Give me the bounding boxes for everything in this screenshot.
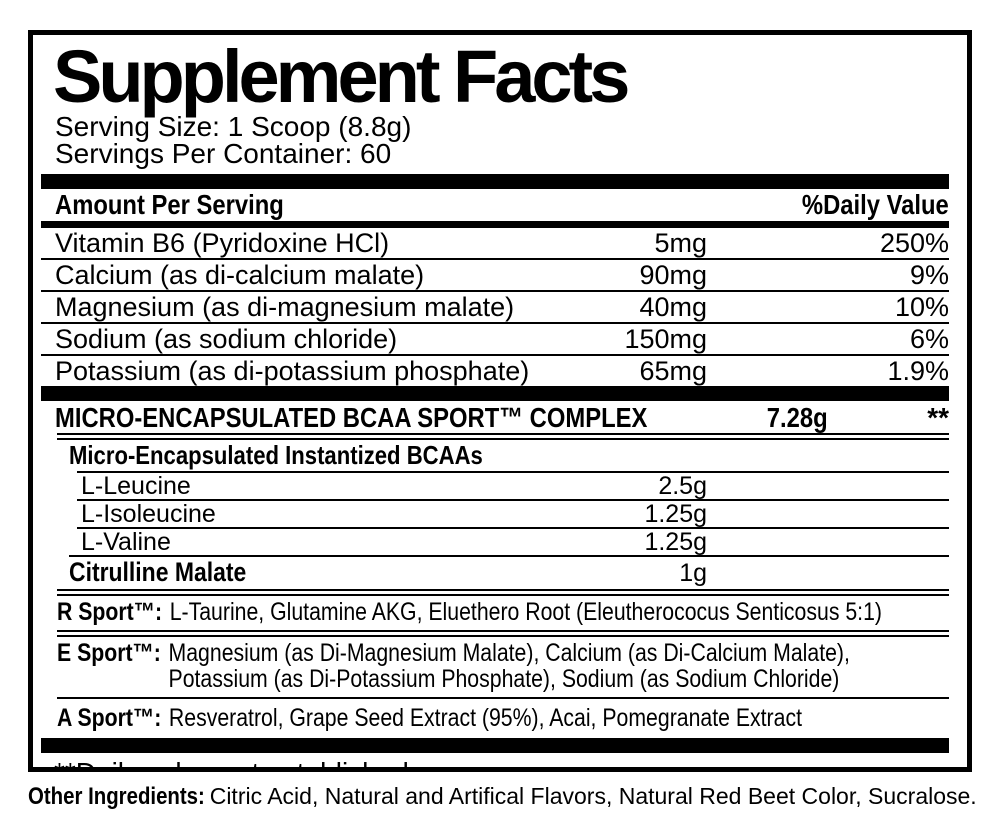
divider-double: [57, 630, 949, 637]
blend-ingredients: L-Taurine, Glutamine AKG, Eluethero Root…: [169, 598, 882, 626]
divider-thick-top: [41, 174, 949, 189]
nutrient-name: Calcium (as di-calcium malate): [55, 260, 425, 290]
other-ingredients-text: Citric Acid, Natural and Artifical Flavo…: [209, 783, 977, 809]
blend-row-e-sport: E Sport™: Magnesium (as Di-Magnesium Mal…: [41, 637, 949, 697]
bcaa-subgroup-header: Micro-Encapsulated Instantized BCAAs: [69, 440, 483, 470]
nutrient-daily-value: 10%: [894, 292, 949, 322]
nutrient-amount: 65mg: [639, 356, 707, 386]
blend-ingredients: Magnesium (as Di-Magnesium Malate), Calc…: [168, 639, 850, 667]
nutrient-daily-value: 1.9%: [887, 356, 949, 386]
blend-ingredients: Potassium (as Di-Potassium Phosphate), S…: [168, 665, 840, 693]
nutrient-name: Potassium (as di-potassium phosphate): [55, 356, 530, 386]
divider-thin: [69, 555, 949, 557]
nutrient-row: Sodium (as sodium chloride) 150mg 6%: [41, 322, 949, 354]
divider-thin: [57, 697, 949, 699]
blend-row-a-sport: A Sport™: Resveratrol, Grape Seed Extrac…: [41, 699, 949, 738]
nutrient-amount: 150mg: [624, 324, 707, 354]
nutrient-row: Calcium (as di-calcium malate) 90mg 9%: [41, 258, 949, 290]
citrulline-amount: 1g: [679, 559, 707, 587]
servings-per-container: Servings Per Container: 60: [55, 138, 392, 169]
divider-thick-bottom: [41, 738, 949, 753]
bcaa-row: L-Isoleucine 1.25g: [41, 501, 949, 527]
divider-double: [57, 433, 949, 440]
nutrient-name: Vitamin B6 (Pyridoxine HCl): [55, 228, 390, 258]
amount-per-serving-header: Amount Per Serving: [55, 189, 284, 220]
divider-thin: [77, 499, 949, 501]
nutrient-amount: 5mg: [654, 228, 707, 258]
bcaa-row: L-Valine 1.25g: [41, 529, 949, 555]
nutrient-name: Magnesium (as di-magnesium malate): [55, 292, 515, 322]
nutrient-row: Potassium (as di-potassium phosphate) 65…: [41, 354, 949, 386]
divider-thin: [77, 471, 949, 473]
bcaa-amount: 1.25g: [644, 500, 707, 528]
nutrient-daily-value: 250%: [879, 228, 949, 258]
daily-value-footnote: **Daily value not established.: [41, 753, 949, 768]
bcaa-amount: 1.25g: [644, 528, 707, 556]
nutrient-row: Vitamin B6 (Pyridoxine HCl) 5mg 250%: [41, 228, 949, 258]
divider-thick-complex: [41, 386, 949, 401]
daily-value-header: %Daily Value: [802, 189, 949, 220]
column-header-row: Amount Per Serving %Daily Value: [41, 189, 949, 221]
blend-label: E Sport™:: [57, 639, 161, 667]
nutrient-name: Sodium (as sodium chloride): [55, 324, 398, 354]
bcaa-name: L-Isoleucine: [81, 500, 216, 528]
complex-name: MICRO-ENCAPSULATED BCAA SPORT™ COMPLEX: [55, 402, 648, 433]
nutrient-amount: 40mg: [639, 292, 707, 322]
other-ingredients: Other Ingredients: Citric Acid, Natural …: [28, 783, 993, 810]
complex-amount: 7.28g: [766, 402, 828, 433]
blend-row-r-sport: R Sport™: L-Taurine, Glutamine AKG, Elue…: [41, 596, 949, 630]
panel-title: Supplement Facts: [53, 35, 630, 118]
citrulline-name: Citrulline Malate: [69, 557, 247, 587]
blend-label: A Sport™:: [57, 704, 162, 732]
citrulline-row: Citrulline Malate 1g: [41, 557, 949, 589]
bcaa-row: L-Leucine 2.5g: [41, 473, 949, 499]
bcaa-name: L-Valine: [81, 528, 171, 556]
other-ingredients-label: Other Ingredients:: [28, 783, 205, 810]
divider-medium: [41, 221, 949, 228]
divider-double: [57, 589, 949, 596]
nutrient-daily-value: 6%: [909, 324, 949, 354]
bcaa-amount: 2.5g: [658, 472, 707, 500]
nutrient-row: Magnesium (as di-magnesium malate) 40mg …: [41, 290, 949, 322]
complex-daily-value: **: [927, 402, 949, 433]
blend-label: R Sport™:: [57, 598, 163, 626]
blend-ingredients: Resveratrol, Grape Seed Extract (95%), A…: [168, 704, 802, 732]
nutrient-daily-value: 9%: [909, 260, 949, 290]
supplement-facts-panel: Supplement Facts Serving Size: 1 Scoop (…: [28, 30, 972, 772]
nutrient-amount: 90mg: [639, 260, 707, 290]
complex-header-row: MICRO-ENCAPSULATED BCAA SPORT™ COMPLEX 7…: [41, 401, 949, 433]
divider-thin: [77, 527, 949, 529]
bcaa-name: L-Leucine: [81, 472, 191, 500]
serving-size: Serving Size: 1 Scoop (8.8g): [55, 111, 412, 142]
